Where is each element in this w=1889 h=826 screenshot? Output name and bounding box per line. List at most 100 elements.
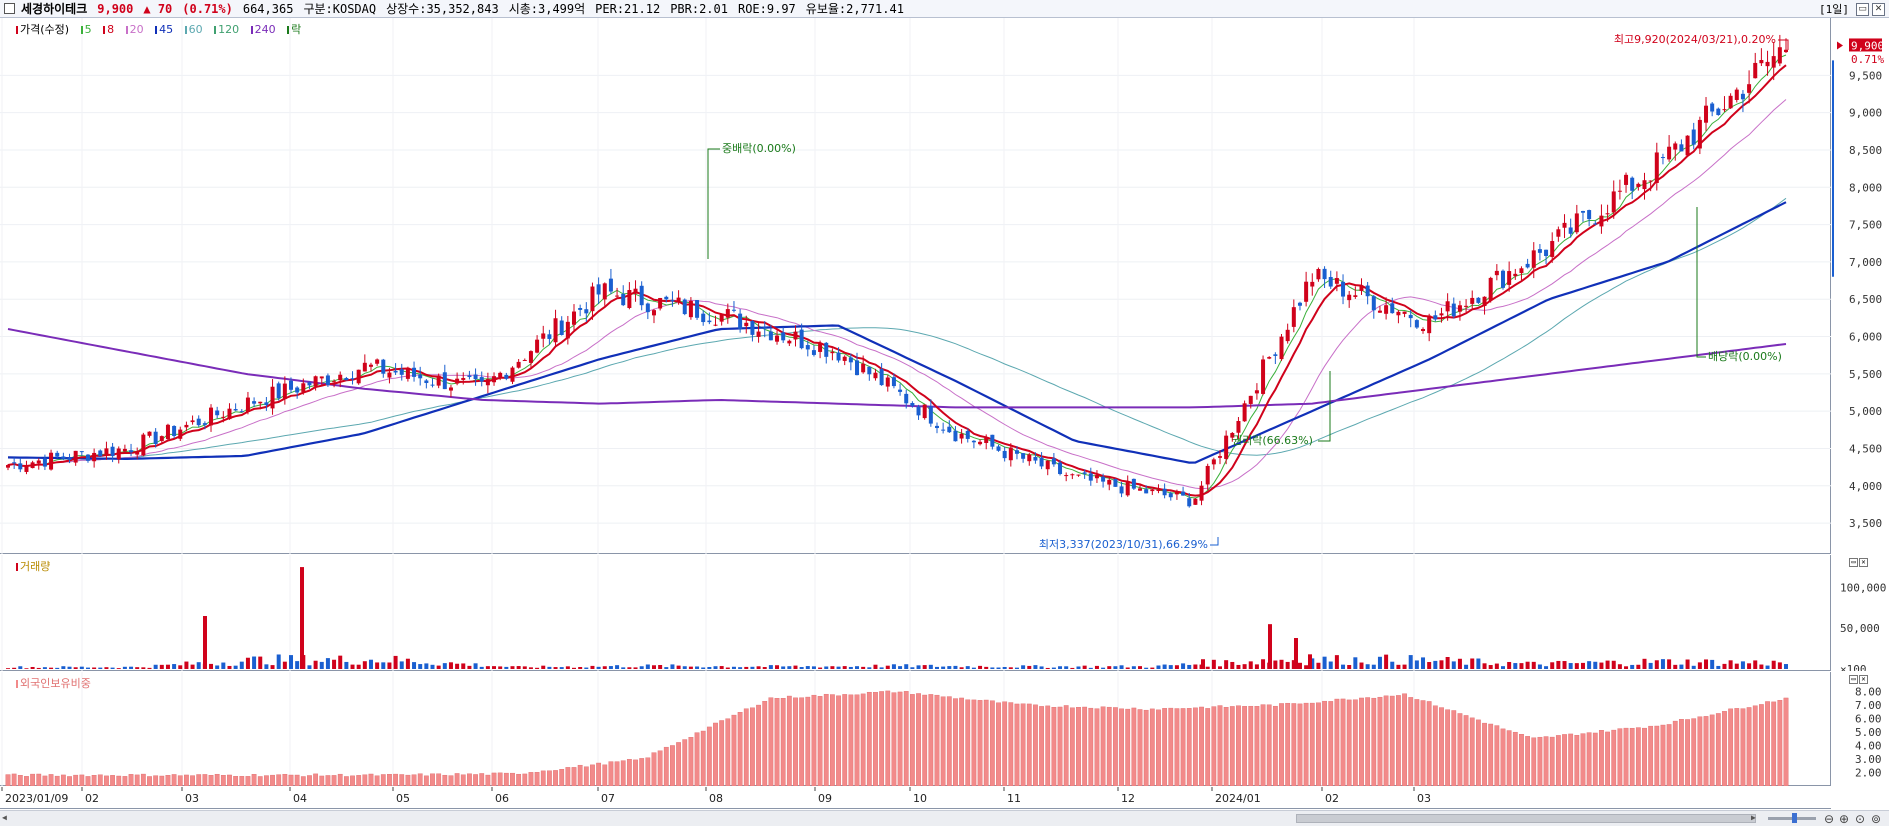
close-icon[interactable]: ✕ <box>1872 2 1885 16</box>
price-chart-panel[interactable]: 9,900 0.71% 9,500 9,000 8,500 8,000 7,500 7,000… <box>0 18 1884 554</box>
foreign-title: 외국인보유비중 <box>20 677 91 690</box>
volume-bar <box>879 667 884 669</box>
date-label: 12 <box>1121 792 1135 805</box>
candle-body <box>547 334 552 339</box>
candle-body <box>1734 89 1739 100</box>
volume-bar <box>516 666 521 669</box>
candle-body <box>1341 281 1346 297</box>
foreign-bar <box>11 773 17 786</box>
candle-body <box>1765 61 1770 67</box>
foreign-bar <box>1242 706 1248 786</box>
volume-bar <box>1740 661 1745 669</box>
foreign-bar <box>165 775 171 786</box>
volume-panel[interactable]: 100,000 50,000 ×100 거래량 ▭ ✕ <box>0 555 1886 671</box>
candle-body <box>805 345 810 350</box>
ma20-legend: 20 <box>125 23 148 36</box>
panel-maximize-icon[interactable]: ▭ <box>1849 675 1858 684</box>
candle-body <box>873 372 878 379</box>
foreign-bar <box>1758 704 1764 786</box>
volume-bar <box>504 666 509 669</box>
zoom-fit-icon[interactable]: ⊚ <box>1871 812 1882 826</box>
select-checkbox[interactable] <box>4 3 15 14</box>
zoom-reset-icon[interactable]: ⊙ <box>1855 812 1866 826</box>
candle-body <box>621 294 626 306</box>
scroll-right-icon[interactable]: ▶ <box>1751 813 1756 822</box>
zoom-in-icon[interactable]: ⊕ <box>1839 812 1850 826</box>
panel-close-icon[interactable]: ✕ <box>1859 675 1868 684</box>
volume-chart[interactable]: 100,000 50,000 ×100 <box>0 555 1889 671</box>
candle-body <box>122 448 127 452</box>
scroll-thumb[interactable] <box>1296 814 1756 823</box>
volume-bar <box>1636 664 1641 669</box>
foreign-bar <box>1617 728 1623 786</box>
candle-body <box>36 460 41 464</box>
foreign-bar <box>1494 725 1500 786</box>
volume-bar <box>1064 666 1069 669</box>
candle-body <box>1451 303 1456 317</box>
foreign-bar <box>750 707 755 786</box>
volume-bar <box>190 664 195 669</box>
candle-body <box>1710 103 1715 112</box>
volume-bar <box>362 661 367 669</box>
date-label: 02 <box>1325 792 1339 805</box>
price-axis-label: 7,500 <box>1849 219 1882 232</box>
candle-body <box>1347 294 1352 301</box>
candle-body <box>916 406 921 416</box>
volume-bar <box>824 666 829 669</box>
candle-body <box>227 408 232 420</box>
zoom-out-icon[interactable]: ⊖ <box>1824 812 1835 826</box>
panel-close-icon[interactable]: ✕ <box>1859 558 1868 567</box>
period-selector[interactable]: [1일] <box>1819 3 1849 16</box>
candle-body <box>1445 301 1450 312</box>
volume-bar <box>1408 655 1413 669</box>
volume-bar <box>867 667 872 669</box>
candle-body <box>738 313 743 329</box>
volume-bar <box>1156 665 1161 669</box>
candle-body <box>1414 320 1419 328</box>
candle-body <box>1716 108 1721 115</box>
foreign-ownership-chart[interactable]: 8.007.006.005.004.003.002.00 <box>0 672 1889 786</box>
volume-bar <box>1070 667 1075 669</box>
roe-value: ROE:9.97 <box>737 1 796 16</box>
foreign-bar <box>442 774 448 786</box>
volume-bar <box>1045 667 1050 669</box>
volume-bar <box>418 664 423 669</box>
pbr-value: PBR:2.01 <box>670 1 728 16</box>
stock-name: 세경하이테크 <box>21 2 88 16</box>
scroll-left-icon[interactable]: ◀ <box>2 813 7 822</box>
price-axis-label: 9,500 <box>1849 69 1882 82</box>
foreign-bar <box>1611 729 1617 786</box>
foreign-bar <box>1285 702 1291 786</box>
foreign-bar <box>860 693 866 786</box>
candle-body <box>12 462 17 464</box>
volume-bar <box>664 667 669 669</box>
candle-body <box>399 369 404 375</box>
candle-body <box>578 308 583 310</box>
panel-maximize-icon[interactable]: ▭ <box>1849 558 1858 567</box>
foreign-bar <box>823 693 829 786</box>
candle-body <box>1494 270 1499 276</box>
maximize-icon[interactable]: ▭ <box>1856 2 1869 16</box>
zoom-slider-knob[interactable] <box>1792 813 1797 823</box>
candle-body <box>830 351 835 354</box>
foreign-ownership-panel[interactable]: 8.00 7.00 6.00 5.00 4.00 3.00 2.00 외국인보유비중 ▭ ✕ <box>0 672 1882 786</box>
ma5-line <box>7 54 1787 499</box>
title-bar: 세경하이테크 9,900 ▲ 70 (0.71%) 664,365 구분:KOS… <box>0 0 1889 18</box>
candle-body <box>1685 135 1690 156</box>
candle-body <box>1045 460 1050 470</box>
candle-body <box>1728 95 1733 109</box>
foreign-bar <box>1740 708 1746 786</box>
candle-body <box>1316 268 1321 280</box>
candle-body <box>1076 474 1081 476</box>
foreign-bar <box>1260 704 1266 786</box>
candle-body <box>1704 105 1709 123</box>
foreign-bar <box>534 772 540 786</box>
ma45-legend: 45 <box>155 23 177 36</box>
foreign-bar <box>331 775 337 786</box>
foreign-bar <box>885 690 891 786</box>
candle-body <box>1500 270 1505 288</box>
chart-scrollbar[interactable]: ◀ ▶ ⊖ ⊕ ⊙ ⊚ <box>0 810 1889 826</box>
foreign-bar <box>559 769 565 786</box>
foreign-bar <box>1722 711 1727 786</box>
